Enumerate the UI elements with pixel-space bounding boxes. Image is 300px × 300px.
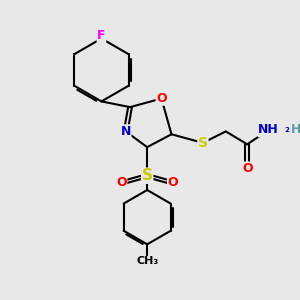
Text: S: S bbox=[142, 168, 153, 183]
Text: F: F bbox=[97, 29, 106, 42]
Text: N: N bbox=[121, 125, 131, 138]
Text: O: O bbox=[242, 162, 253, 175]
Text: O: O bbox=[116, 176, 127, 189]
Text: O: O bbox=[168, 176, 178, 189]
Text: ₂: ₂ bbox=[285, 124, 290, 134]
Text: CH₃: CH₃ bbox=[136, 256, 158, 266]
Text: H: H bbox=[291, 124, 300, 136]
Text: O: O bbox=[156, 92, 167, 105]
Text: S: S bbox=[198, 136, 208, 150]
Text: NH: NH bbox=[258, 124, 279, 136]
